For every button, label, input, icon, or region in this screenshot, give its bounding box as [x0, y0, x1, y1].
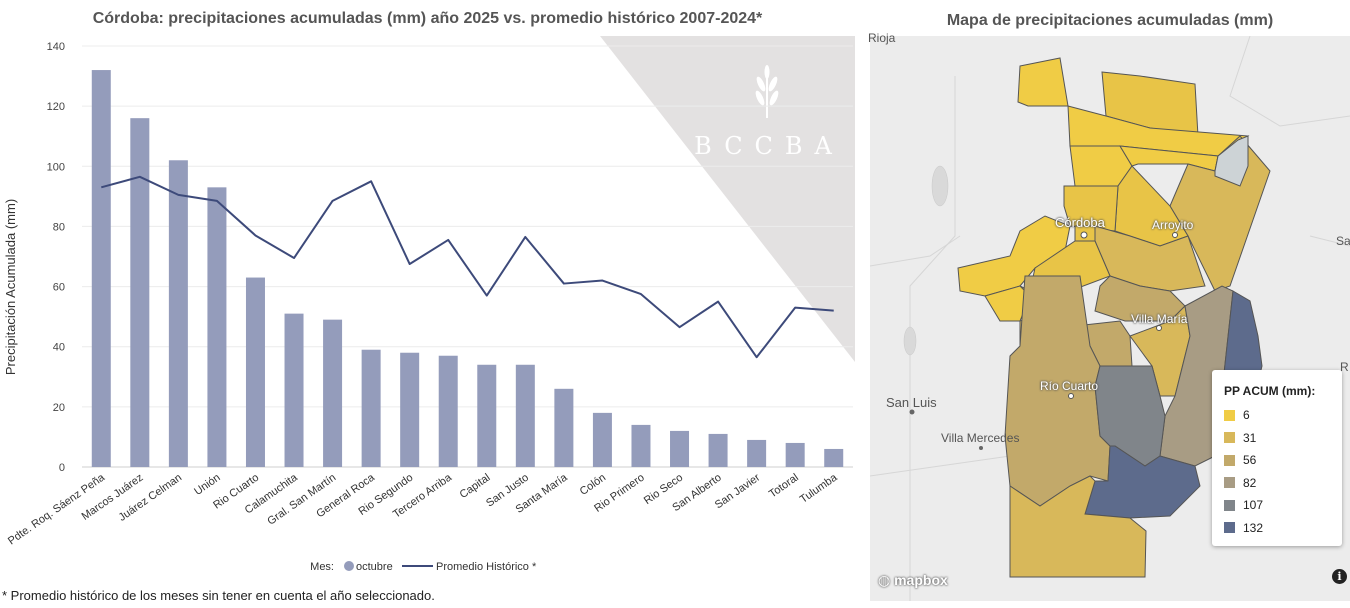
legend-label[interactable]: octubre [356, 561, 393, 573]
mapbox-attribution: mapbox [894, 572, 948, 588]
y-tick-label: 80 [53, 221, 65, 233]
y-axis-title: Precipitación Acumulada (mm) [3, 199, 18, 375]
legend-label: 132 [1243, 520, 1264, 535]
watermark-text: BCCBA [694, 132, 844, 160]
bar-uni-n[interactable] [207, 187, 227, 468]
watermark-triangle [600, 36, 855, 362]
region-punilla[interactable] [1063, 185, 1119, 232]
bar-santa-mar-a[interactable] [554, 388, 574, 467]
legend-label: 56 [1243, 453, 1257, 468]
x-tick-label: Gral. San Martín [265, 472, 338, 528]
y-tick-label: 20 [53, 402, 65, 414]
map-legend: PP ACUM (mm): 6 31 56 82 107 132 [1212, 370, 1342, 546]
map-legend-item: 31 [1212, 427, 1342, 450]
region-tulumba[interactable] [1017, 57, 1069, 107]
map-legend-item: 6 [1212, 404, 1342, 427]
map-legend-item: 82 [1212, 472, 1342, 495]
x-tick-label: Totoral [767, 472, 801, 501]
x-tick-label: Colón [578, 472, 608, 498]
y-tick-label: 120 [47, 101, 65, 113]
map-legend-title: PP ACUM (mm): [1224, 384, 1316, 398]
map-edge-label-r: R [1340, 360, 1349, 374]
x-tick-label: Unión [192, 472, 222, 498]
bar-gral-san-mart-n[interactable] [323, 319, 343, 467]
bar-pdte-roq-s-enz-pe-a[interactable] [91, 70, 111, 468]
historical-average-line[interactable] [101, 175, 834, 359]
map-title: Mapa de precipitaciones acumuladas (mm) [946, 12, 1274, 29]
legend-swatch-2 [1224, 454, 1235, 466]
map-legend-item: 107 [1212, 494, 1342, 517]
region-rio-cuarto[interactable] [1004, 275, 1111, 507]
y-tick-label: 140 [47, 41, 65, 53]
bar-marcos-ju-rez[interactable] [130, 118, 150, 468]
bar-tercero-arriba[interactable] [438, 355, 458, 467]
bar-calamuchita[interactable] [284, 313, 304, 467]
legend-swatch-4 [1224, 499, 1235, 511]
x-tick-label: Tulumba [798, 471, 840, 506]
city-label-villa-maria: Villa María [1131, 312, 1188, 326]
legend-title: Mes: [310, 561, 334, 573]
legend-label: 82 [1243, 475, 1257, 490]
y-tick-label: 40 [53, 342, 65, 354]
map-legend-item: 132 [1212, 517, 1342, 540]
bar-rio-segundo[interactable] [400, 352, 420, 467]
legend-swatch-0 [1224, 409, 1235, 421]
legend-swatch-3 [1224, 477, 1235, 489]
map-edge-label-rioja: Rioja [868, 31, 896, 45]
y-tick-label: 60 [53, 282, 65, 294]
region-pdte-roque-saenz-pena[interactable] [1084, 445, 1201, 519]
city-label-san-luis: San Luis [886, 395, 937, 410]
chart-title: Córdoba: precipitaciones acumuladas (mm)… [92, 10, 763, 27]
wheat-logo-icon [755, 65, 779, 118]
y-tick-label: 0 [59, 462, 65, 474]
bar-rio-cuarto[interactable] [245, 277, 265, 467]
mapbox-logo[interactable]: ◍ mapbox [878, 572, 948, 588]
map-legend-item: 56 [1212, 449, 1342, 472]
legend-label[interactable]: Promedio Histórico * [436, 561, 537, 573]
region-gris-norte[interactable] [1214, 135, 1249, 187]
city-label-cordoba: Córdoba [1055, 215, 1105, 230]
legend-swatch-5 [1224, 522, 1235, 534]
bar-tulumba[interactable] [824, 448, 844, 467]
map-edge-label-sa: Sa [1336, 234, 1350, 248]
bar-rio-seco[interactable] [670, 430, 690, 467]
bar-totoral[interactable] [785, 442, 805, 467]
city-label-arroyito: Arroyito [1152, 218, 1194, 232]
legend-label: 107 [1243, 498, 1264, 513]
bar-capital[interactable] [477, 364, 497, 467]
bar-col-n[interactable] [592, 412, 612, 467]
bar-ju-rez-celman[interactable] [168, 160, 188, 467]
legend-swatch-1 [1224, 432, 1235, 444]
region-general-roca[interactable] [1009, 475, 1147, 578]
chart-legend: Mes: octubre Promedio Histórico * [310, 561, 537, 573]
legend-label: 31 [1243, 430, 1257, 445]
bar-san-alberto[interactable] [708, 433, 728, 467]
department-polygons [957, 57, 1271, 578]
bar-general-roca[interactable] [361, 349, 381, 467]
bar-san-justo[interactable] [515, 364, 535, 467]
city-label-villa-mercedes: Villa Mercedes [941, 431, 1020, 445]
legend-marker-bar [344, 561, 354, 571]
y-tick-label: 100 [47, 161, 65, 173]
info-icon[interactable]: i [1332, 569, 1347, 584]
footnote: * Promedio histórico de los meses sin te… [2, 588, 435, 603]
city-label-rio-cuarto: Río Cuarto [1040, 379, 1099, 393]
bar-san-javier[interactable] [747, 439, 767, 467]
legend-label: 6 [1243, 408, 1250, 423]
bar-rio-primero[interactable] [631, 424, 651, 467]
